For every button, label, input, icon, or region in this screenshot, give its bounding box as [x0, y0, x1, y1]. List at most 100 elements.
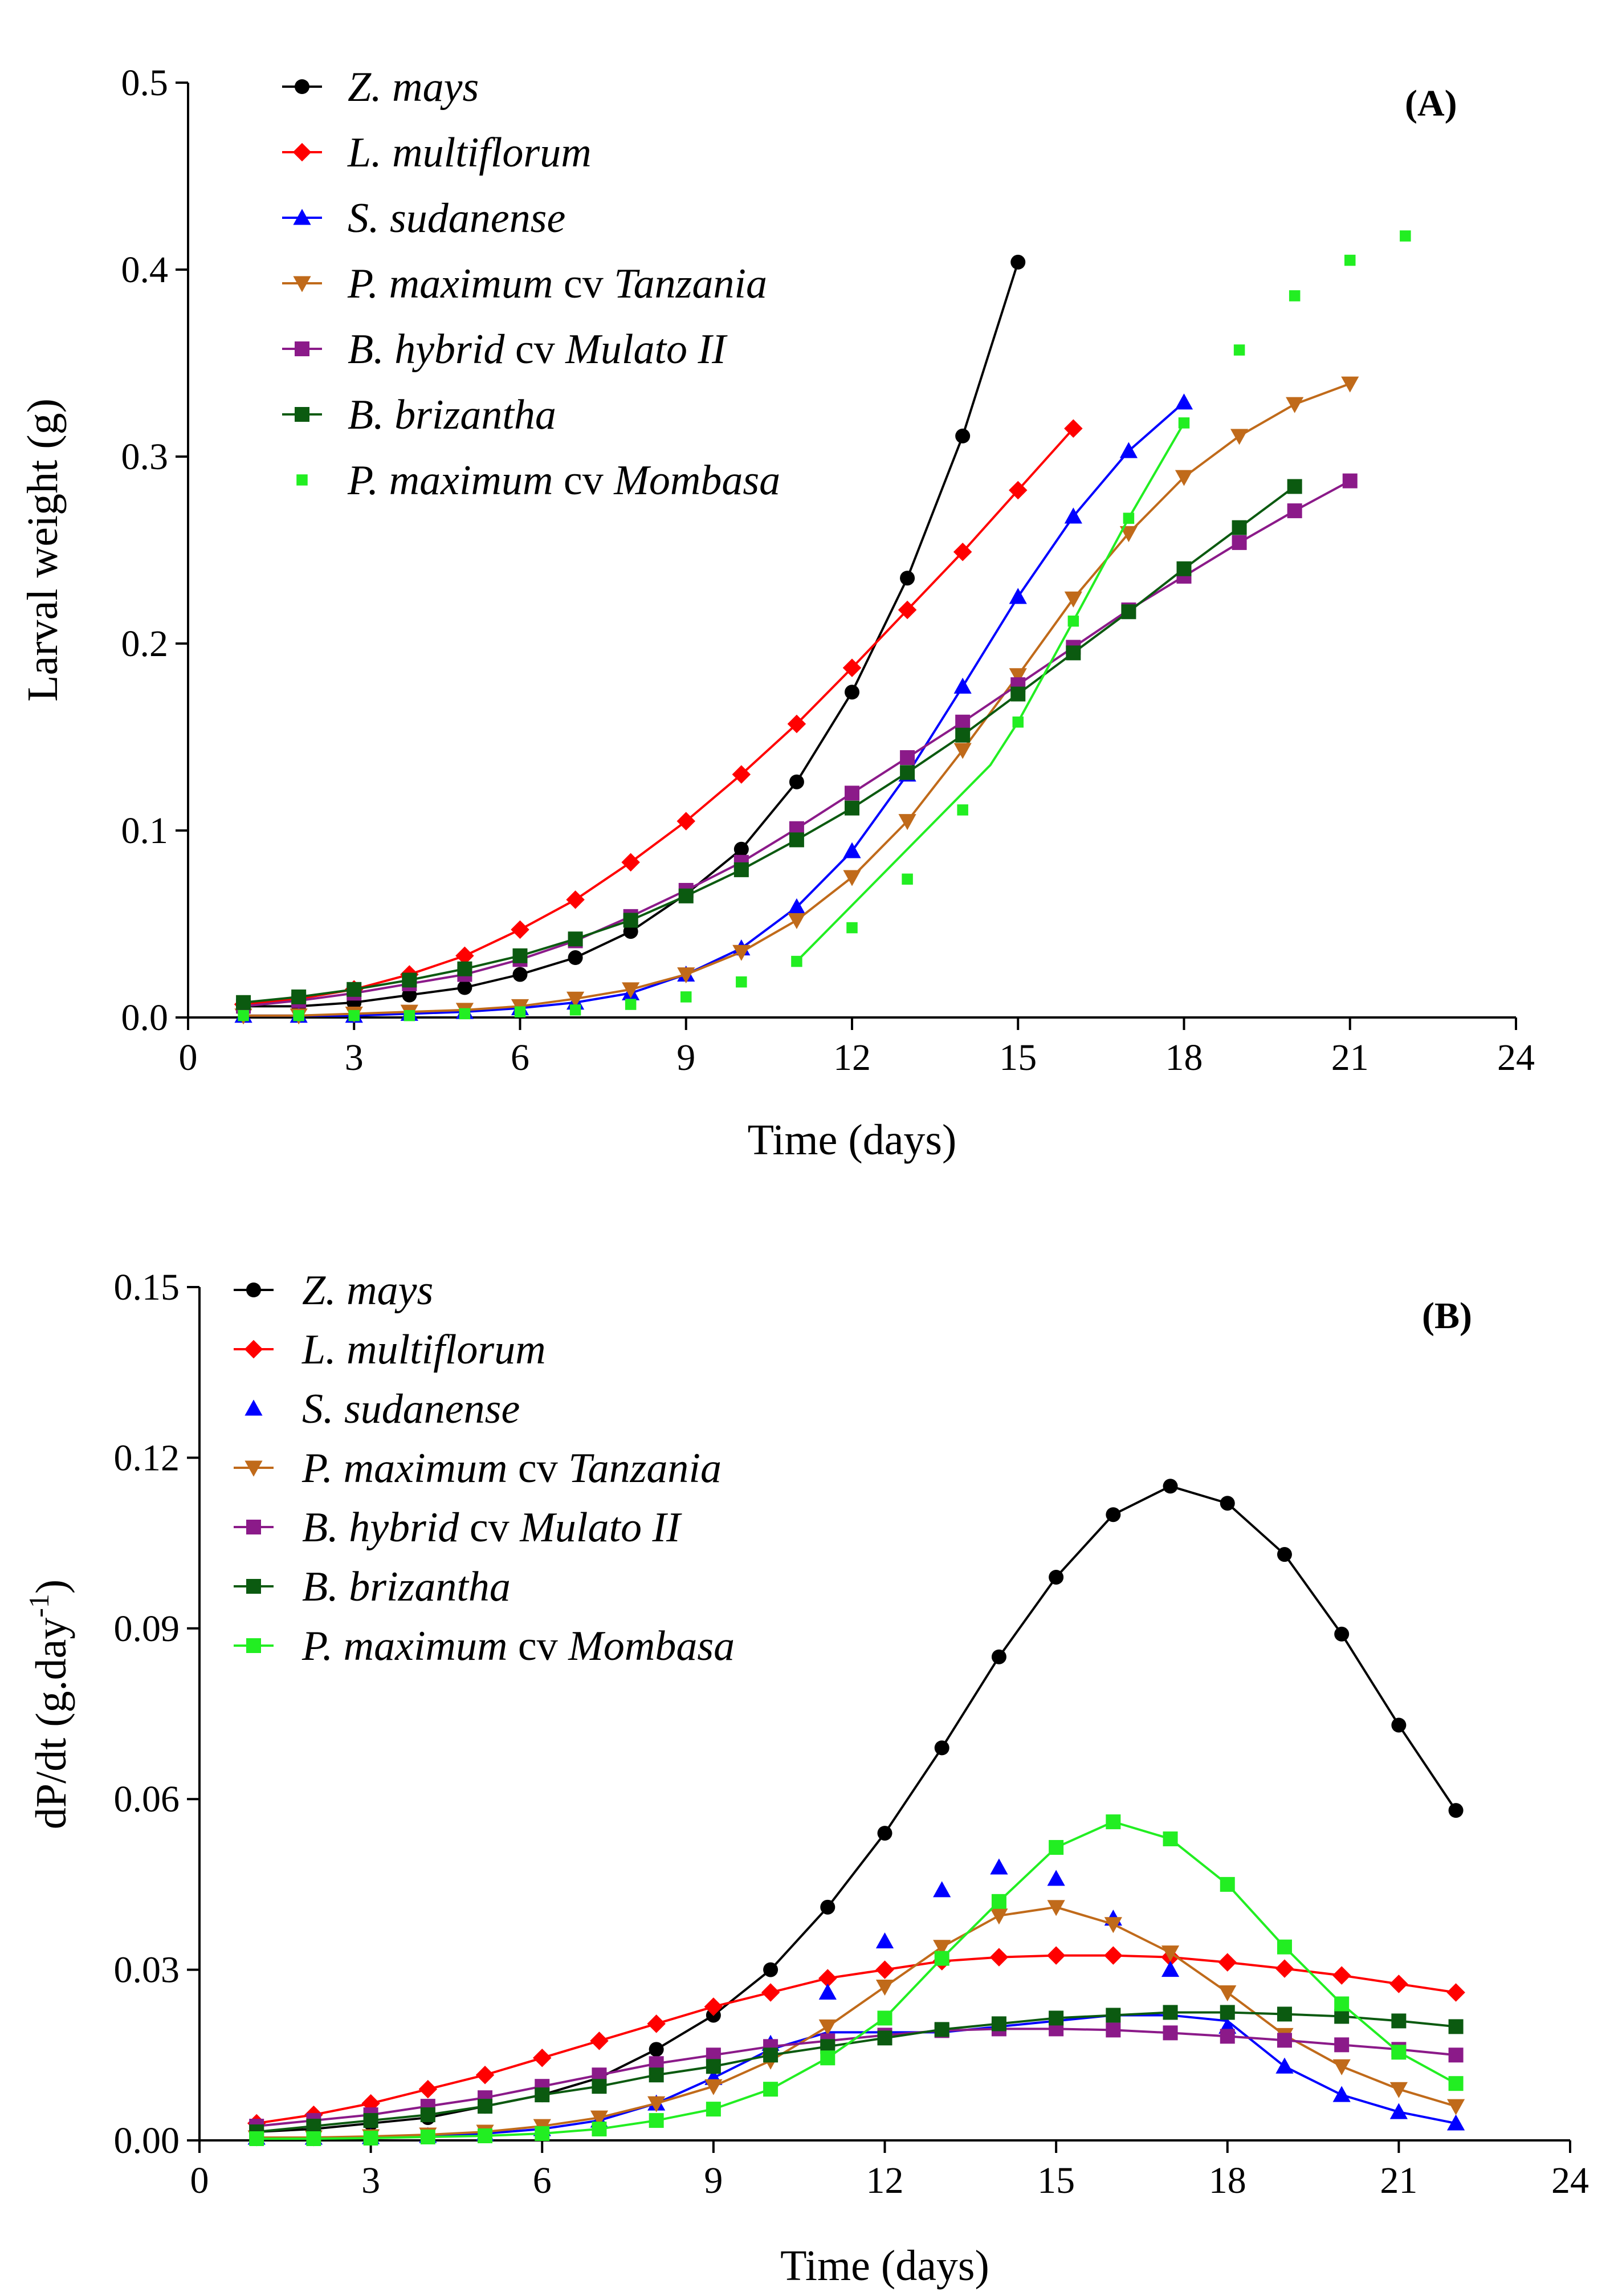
legend-label: B. hybrid cv Mulato II	[302, 1504, 682, 1551]
series-line	[256, 1954, 1456, 2125]
x-tick-label: 15	[1037, 2160, 1075, 2201]
legend-swatch-marker	[295, 341, 309, 356]
data-point	[989, 1948, 1009, 1967]
data-point	[512, 948, 528, 963]
data-point	[875, 1960, 894, 1979]
data-point	[706, 2059, 721, 2074]
data-point	[991, 2016, 1006, 2032]
data-point	[418, 2079, 438, 2099]
data-point	[953, 743, 972, 759]
data-point	[1448, 2019, 1464, 2034]
data-point	[1064, 507, 1082, 524]
data-point	[953, 543, 972, 561]
legend-entry: B. hybrid cv Mulato II	[282, 326, 728, 373]
data-point	[511, 920, 529, 939]
data-point	[402, 987, 417, 1003]
x-tick-label: 21	[1380, 2160, 1417, 2201]
data-point	[457, 961, 472, 976]
y-axis-label-superscript: -1	[23, 1594, 55, 1618]
legend-label: P. maximum cv Mombasa	[347, 457, 780, 504]
data-point	[514, 1006, 526, 1017]
data-point	[363, 2113, 378, 2128]
data-point	[1064, 419, 1083, 438]
data-point	[1047, 1900, 1065, 1916]
legend-swatch-marker	[244, 1340, 263, 1359]
x-tick-label: 24	[1497, 1037, 1535, 1078]
data-point	[934, 1740, 949, 1756]
data-point	[1218, 1953, 1237, 1972]
data-point	[1344, 254, 1356, 266]
data-point	[291, 989, 307, 1004]
data-point	[1232, 535, 1247, 550]
data-point	[1163, 2025, 1178, 2041]
legend-label-part: cv	[507, 1623, 568, 1670]
data-point	[569, 1004, 581, 1016]
legend-label-part: cv	[459, 1504, 520, 1551]
data-point	[404, 1009, 415, 1021]
data-point	[623, 924, 638, 939]
data-point	[1049, 2010, 1064, 2026]
data-point	[1106, 1507, 1121, 1522]
data-point	[763, 2082, 779, 2097]
data-point	[592, 2122, 607, 2137]
data-point	[512, 967, 528, 982]
y-tick-label: 0.2	[121, 623, 169, 665]
data-point	[789, 774, 804, 789]
legend-entry: P. maximum cv Tanzania	[234, 1445, 722, 1492]
data-point	[566, 890, 585, 909]
panel-label: (B)	[1422, 1295, 1472, 1337]
data-point	[347, 982, 362, 997]
legend-swatch-marker	[244, 1460, 263, 1477]
data-point	[789, 832, 804, 848]
series-line	[243, 485, 1295, 1004]
data-point	[1275, 1959, 1294, 1978]
legend-label-part: P. maximum	[347, 457, 553, 504]
data-point	[875, 1980, 894, 1996]
legend-label: B. brizantha	[348, 392, 556, 438]
y-axis-label: Larval weight (g)	[19, 398, 67, 702]
legend-label-part: L. multiflorum	[347, 129, 592, 176]
data-point	[1106, 1814, 1121, 1830]
data-point	[788, 898, 806, 914]
data-point	[680, 991, 692, 1003]
data-point	[1389, 1975, 1408, 1993]
data-point	[1163, 1831, 1178, 1847]
data-point	[1121, 604, 1136, 620]
data-point	[820, 1899, 835, 1915]
data-point	[991, 1894, 1006, 1909]
data-point	[590, 2110, 609, 2127]
data-point	[678, 888, 694, 903]
data-point	[478, 2128, 493, 2144]
legend-label-part: Mulato II	[565, 326, 728, 373]
legend-entry: S. sudanense	[244, 1386, 520, 1432]
x-tick-label: 24	[1551, 2160, 1589, 2201]
y-tick-label: 0.09	[114, 1608, 180, 1650]
data-point	[1446, 1983, 1465, 2002]
x-tick-label: 12	[866, 2160, 904, 2201]
legend-entry: S. sudanense	[282, 195, 565, 242]
data-point	[788, 913, 806, 930]
legend-entry: P. maximum cv Mombasa	[296, 457, 780, 504]
data-point	[1287, 479, 1302, 494]
data-point	[877, 2030, 892, 2046]
data-point	[1049, 1840, 1064, 1855]
data-point	[1334, 1626, 1350, 1642]
data-point	[1106, 2008, 1121, 2023]
data-point	[934, 1951, 949, 1966]
data-point	[791, 955, 802, 967]
data-point	[1233, 344, 1245, 356]
data-point	[955, 428, 971, 443]
data-point	[535, 2126, 550, 2142]
data-point	[1161, 1945, 1180, 1962]
data-point	[1220, 2005, 1235, 2020]
x-tick-label: 6	[533, 2160, 552, 2201]
data-point	[249, 2131, 264, 2147]
data-point	[1332, 2059, 1351, 2075]
data-point	[535, 2087, 550, 2103]
x-tick-label: 12	[833, 1037, 871, 1078]
data-point	[363, 2131, 378, 2146]
y-axis-label-main: dP/dt (g.day	[27, 1618, 75, 1830]
data-point	[1046, 1946, 1066, 1965]
series-p-maximum-cv-mombasa	[238, 230, 1411, 1021]
data-point	[1175, 393, 1193, 410]
